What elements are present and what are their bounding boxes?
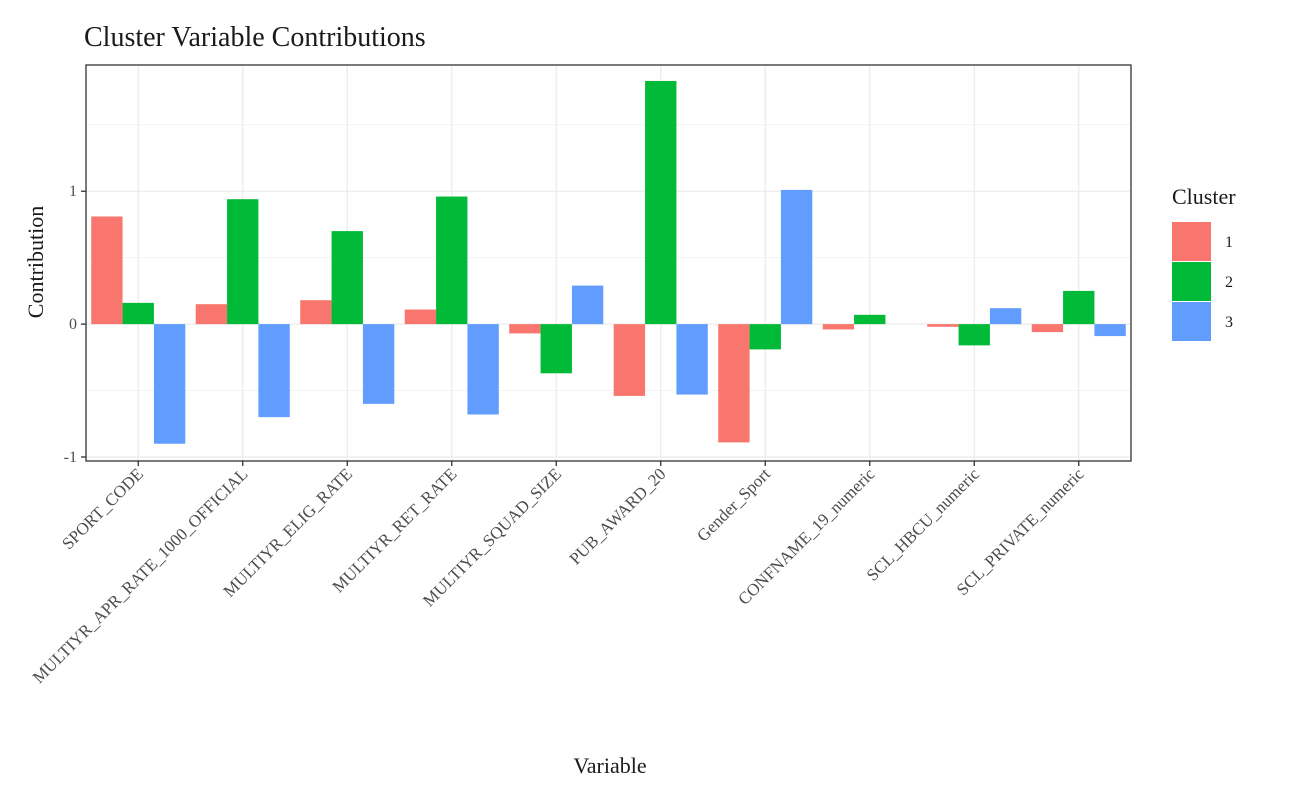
bar-cluster-1-SPORT_CODE (91, 216, 122, 324)
bar-cluster-3-PUB_AWARD_20 (676, 324, 707, 394)
y-tick-label: 0 (69, 316, 77, 333)
x-tick-label: SPORT_CODE (58, 464, 147, 553)
legend-title: Cluster (1172, 184, 1236, 209)
legend-label-2: 2 (1225, 274, 1233, 291)
bar-cluster-1-MULTIYR_APR_RATE_1000_OFFICIAL (196, 304, 227, 324)
y-tick-label: 1 (69, 183, 77, 200)
bar-cluster-2-MULTIYR_SQUAD_SIZE (541, 324, 572, 373)
x-tick-label: PUB_AWARD_20 (566, 464, 670, 568)
bar-cluster-2-Gender_Sport (750, 324, 781, 349)
bar-cluster-1-MULTIYR_ELIG_RATE (300, 300, 331, 324)
bar-cluster-2-SPORT_CODE (123, 303, 154, 324)
bar-cluster-2-CONFNAME_19_numeric (854, 315, 885, 324)
bar-cluster-1-PUB_AWARD_20 (614, 324, 645, 396)
bar-cluster-3-SCL_HBCU_numeric (990, 308, 1021, 324)
bar-cluster-2-PUB_AWARD_20 (645, 81, 676, 324)
y-tick-label: -1 (64, 449, 77, 466)
legend-key-2 (1172, 262, 1211, 301)
bar-cluster-2-MULTIYR_APR_RATE_1000_OFFICIAL (227, 199, 258, 324)
legend-label-3: 3 (1225, 314, 1233, 331)
x-tick-label: MULTIYR_APR_RATE_1000_OFFICIAL (29, 464, 252, 687)
legend-label-1: 1 (1225, 234, 1233, 251)
bar-cluster-1-Gender_Sport (718, 324, 749, 442)
y-axis-title: Contribution (23, 206, 48, 318)
bar-cluster-2-MULTIYR_RET_RATE (436, 197, 467, 325)
bar-cluster-3-Gender_Sport (781, 190, 812, 324)
bar-cluster-1-MULTIYR_SQUAD_SIZE (509, 324, 540, 333)
legend-key-1 (1172, 222, 1211, 261)
bar-cluster-2-SCL_PRIVATE_numeric (1063, 291, 1094, 324)
bar-cluster-1-SCL_PRIVATE_numeric (1032, 324, 1063, 332)
bar-cluster-3-SCL_PRIVATE_numeric (1094, 324, 1125, 336)
bar-cluster-3-MULTIYR_ELIG_RATE (363, 324, 394, 404)
bar-cluster-3-MULTIYR_SQUAD_SIZE (572, 286, 603, 325)
bar-cluster-3-MULTIYR_APR_RATE_1000_OFFICIAL (258, 324, 289, 417)
bar-cluster-2-MULTIYR_ELIG_RATE (332, 231, 363, 324)
x-tick-label: Gender_Sport (693, 464, 774, 545)
x-axis-title: Variable (573, 753, 646, 778)
legend-key-3 (1172, 302, 1211, 341)
bar-cluster-1-SCL_HBCU_numeric (927, 324, 958, 327)
x-tick-label: SCL_HBCU_numeric (863, 464, 984, 585)
bar-cluster-3-MULTIYR_RET_RATE (467, 324, 498, 414)
bar-cluster-1-MULTIYR_RET_RATE (405, 310, 436, 325)
bar-cluster-2-SCL_HBCU_numeric (959, 324, 990, 345)
bar-cluster-1-CONFNAME_19_numeric (823, 324, 854, 329)
bar-cluster-3-SPORT_CODE (154, 324, 185, 444)
chart-title: Cluster Variable Contributions (84, 22, 426, 53)
